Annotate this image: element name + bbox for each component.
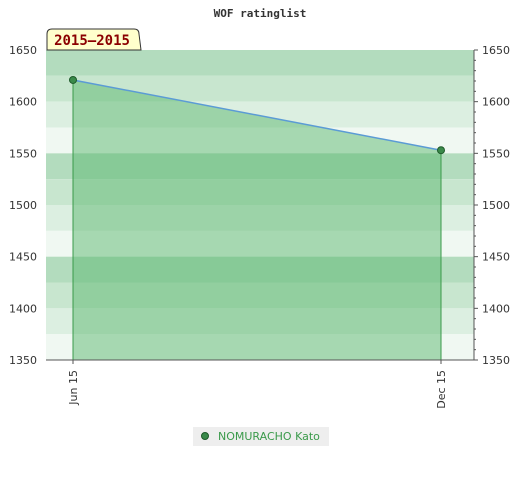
y-tick-label-right: 1650 bbox=[482, 44, 510, 57]
legend-label: NOMURACHO Kato bbox=[218, 430, 320, 443]
period-badge: 2015–2015 bbox=[46, 28, 142, 51]
legend[interactable]: NOMURACHO Kato bbox=[193, 427, 329, 446]
series-line bbox=[72, 79, 442, 151]
y-tick-label-right: 1500 bbox=[482, 199, 510, 212]
data-point bbox=[69, 75, 77, 84]
y-tick-label-right: 1600 bbox=[482, 96, 510, 109]
y-tick-label-left: 1500 bbox=[9, 199, 37, 212]
y-tick-label-left: 1650 bbox=[9, 44, 37, 57]
y-tick-label-right: 1550 bbox=[482, 147, 510, 160]
y-tick-label-left: 1400 bbox=[9, 302, 37, 315]
y-tick-label-right: 1400 bbox=[482, 302, 510, 315]
period-badge-box bbox=[46, 28, 142, 51]
area-layer bbox=[72, 79, 442, 360]
series-area bbox=[73, 79, 441, 360]
y-tick-label-right: 1450 bbox=[482, 251, 510, 264]
x-tick-label: Dec 15 bbox=[435, 370, 448, 409]
legend-box bbox=[193, 427, 329, 446]
y-tick-label-left: 1550 bbox=[9, 147, 37, 160]
legend-marker-icon bbox=[201, 432, 209, 440]
data-point bbox=[437, 146, 445, 155]
axes: 1350 1350 1400 1400 1450 1450 1500 1500 1550 1550… bbox=[9, 44, 510, 409]
y-tick-label-right: 1350 bbox=[482, 354, 510, 367]
y-tick-label-left: 1450 bbox=[9, 251, 37, 264]
y-tick-label-left: 1600 bbox=[9, 96, 37, 109]
background-band bbox=[46, 50, 474, 76]
period-badge-label: 2015–2015 bbox=[54, 33, 130, 49]
x-tick-label: Jun 15 bbox=[67, 370, 80, 406]
y-tick-label-left: 1350 bbox=[9, 354, 37, 367]
marks-layer bbox=[69, 75, 445, 155]
chart-title: WOF ratinglist bbox=[214, 7, 307, 20]
